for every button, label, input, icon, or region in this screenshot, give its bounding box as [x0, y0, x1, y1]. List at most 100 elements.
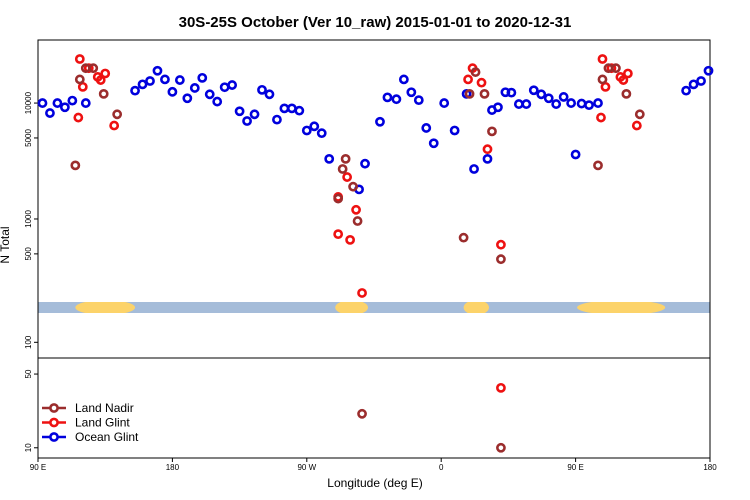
ocean-glint-point — [59, 102, 70, 113]
ocean-glint-point — [67, 95, 78, 106]
land-nadir-point — [621, 88, 632, 99]
land-nadir-point — [464, 88, 475, 99]
land-glint-point — [496, 382, 506, 393]
land-nadir-point — [88, 63, 99, 74]
ocean-glint-point — [482, 153, 493, 164]
ocean-glint-point — [279, 103, 290, 114]
ocean-glint-point — [212, 96, 223, 107]
y-tick-label: 10 — [24, 443, 33, 452]
y-tick-label: 1000 — [24, 210, 33, 228]
ocean-glint-point — [324, 153, 335, 164]
ocean-glint-point — [227, 80, 238, 90]
legend-label-land-glint: Land Glint — [75, 416, 130, 430]
ocean-glint-point — [521, 99, 532, 109]
ocean-glint-point — [145, 76, 155, 86]
ocean-glint-point — [681, 85, 692, 96]
land-glint-point — [77, 81, 88, 92]
ocean-glint-point — [52, 98, 63, 108]
ocean-glint-point — [152, 65, 163, 76]
x-axis: 90 E 180 90 W 0 90 E 180 — [30, 458, 717, 472]
ocean-glint-point — [257, 84, 267, 95]
ocean-glint-point — [242, 116, 252, 126]
legend-label-land-nadir: Land Nadir — [75, 401, 134, 415]
land-nadir-point — [74, 74, 85, 85]
ocean-glint-point — [160, 74, 170, 85]
ocean-glint-point — [449, 125, 460, 136]
y-axis-label: N Total — [0, 226, 12, 263]
ocean-glint-point — [286, 103, 297, 114]
land-glint-point — [618, 75, 629, 85]
legend-marker-land-glint — [49, 417, 59, 428]
land-glint-point — [73, 112, 84, 123]
land-nadir-point — [634, 109, 645, 120]
legend-marker-land-nadir — [49, 403, 59, 413]
land-glint-point — [74, 54, 85, 64]
y-tick-label: 500 — [24, 247, 33, 261]
ocean-glint-point — [174, 75, 185, 85]
ocean-glint-point — [428, 138, 439, 149]
land-glint-point — [95, 75, 106, 85]
ocean-glint-point — [182, 93, 193, 104]
y-axis: 500 1000 5000 10000 10 50 100 — [24, 91, 38, 452]
ocean-glint-point — [576, 98, 587, 109]
land-nadir-point — [112, 109, 123, 120]
ocean-glint-point — [543, 93, 554, 104]
ocean-band — [38, 302, 710, 313]
band-mask-top — [38, 299, 710, 302]
ocean-glint-point — [249, 109, 260, 120]
land-nadir-point — [470, 67, 481, 77]
land-glint-point — [351, 204, 361, 215]
ocean-glint-point — [528, 85, 539, 96]
ocean-glint-point — [375, 116, 385, 127]
land-segment — [335, 300, 369, 315]
ocean-glint-point — [406, 87, 417, 98]
ocean-glint-point — [506, 87, 517, 98]
land-glint-point — [109, 120, 120, 131]
band-mask-bottom — [38, 313, 710, 316]
x-tick-label: 180 — [166, 463, 180, 472]
plot-frame — [37, 39, 711, 459]
ocean-glint-point — [536, 89, 547, 100]
ocean-glint-point — [439, 98, 450, 108]
land-glint-point — [345, 234, 356, 245]
x-axis-label: Longitude (deg E) — [327, 476, 422, 490]
land-glint-point — [600, 81, 611, 92]
ocean-glint-point — [264, 89, 275, 100]
land-nadir-point — [337, 164, 348, 174]
ocean-glint-point — [493, 102, 503, 113]
land-nadir-point — [611, 63, 621, 74]
x-tick-label: 90 E — [567, 463, 583, 472]
ocean-glint-point — [469, 164, 479, 174]
land-glint-point — [342, 172, 353, 182]
land-nadir-point — [458, 232, 469, 243]
ocean-glint-point — [167, 86, 178, 97]
land-glint-point — [596, 112, 606, 123]
y-tick-label: 100 — [24, 335, 33, 349]
land-nadir-point — [70, 160, 81, 171]
ocean-glint-point — [688, 79, 699, 90]
land-glint-point — [622, 68, 633, 79]
land-nadir-point — [487, 126, 497, 137]
land-nadir-point — [333, 193, 344, 204]
y-tick-label: 50 — [24, 369, 33, 378]
land-nadir-point — [348, 181, 358, 192]
land-glint-point — [100, 68, 111, 79]
ocean-glint-point — [234, 106, 245, 117]
land-glint-point — [597, 54, 608, 64]
ocean-glint-point — [421, 123, 432, 133]
ocean-glint-point — [703, 65, 714, 76]
x-tick-label: 90 W — [297, 463, 316, 472]
land-nadir-point — [496, 442, 506, 453]
ocean-glint-point — [137, 79, 148, 90]
ocean-glint-point — [37, 98, 48, 108]
ocean-glint-point — [301, 125, 312, 136]
ocean-glint-point — [130, 85, 140, 96]
data-points — [37, 54, 714, 453]
land-nadir-point — [597, 74, 608, 85]
ocean-glint-point — [360, 158, 370, 169]
land-segment — [577, 300, 666, 315]
ocean-glint-point — [413, 95, 424, 106]
land-glint-point — [482, 144, 493, 155]
chart-title: 30S-25S October (Ver 10_raw) 2015-01-01 … — [179, 14, 572, 31]
